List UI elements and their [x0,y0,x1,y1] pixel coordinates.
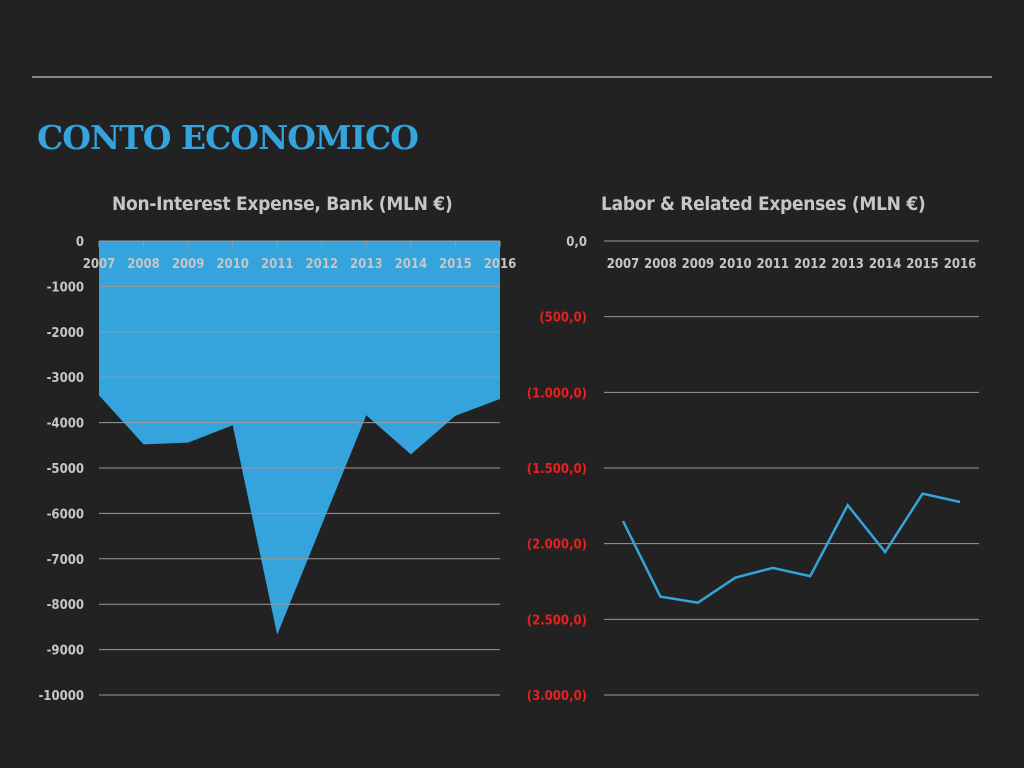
chart1-x-tick-label: 2012 [305,257,338,272]
chart1-x-tick-label: 2016 [484,257,517,272]
page-title: CONTO ECONOMICO [37,118,419,157]
chart1-x-tick-label: 2010 [216,257,249,272]
top-divider [32,76,992,78]
chart1-y-tick-label: -8000 [47,598,84,613]
chart1-x-tick-label: 2008 [127,257,160,272]
chart1-y-tick-label: 0 [76,235,84,250]
chart2-x-tick-label: 2016 [944,257,977,272]
chart2-y-tick-label: (2.000,0) [527,538,587,553]
chart2-title: Labor & Related Expenses (MLN €) [601,193,926,215]
chart2-y-tick-label: (500,0) [539,311,587,326]
chart2-x-tick-label: 2012 [794,257,827,272]
chart1-x-tick-label: 2015 [439,257,472,272]
chart1-y-tick-label: -7000 [47,553,84,568]
chart1-y-tick-label: -1000 [47,280,84,295]
chart1-x-tick-label: 2014 [395,257,428,272]
chart1-y-tick-label: -4000 [47,417,84,432]
chart1-x-tick-label: 2013 [350,257,383,272]
chart1-y-tick-label: -10000 [38,689,84,704]
chart2-line-series [621,492,961,605]
chart1-y-tick-label: -5000 [47,462,84,477]
chart2-y-tick-label: (3.000,0) [527,689,587,704]
chart2-x-tick-label: 2007 [607,257,640,272]
chart2-y-tick-label: 0,0 [566,235,587,250]
chart2-x-tick-label: 2013 [831,257,864,272]
chart1-y-tick-label: -3000 [47,371,84,386]
chart1-y-tick-label: -6000 [47,507,84,522]
chart2-x-tick-label: 2014 [869,257,902,272]
chart1-title: Non-Interest Expense, Bank (MLN €) [112,193,453,215]
chart2-x-tick-label: 2015 [906,257,939,272]
chart1-area-series [99,241,500,635]
chart2-y-tick-label: (1.000,0) [527,386,587,401]
chart1-y-tick-label: -9000 [47,644,84,659]
chart1-y-tick-label: -2000 [47,326,84,341]
chart1-x-tick-label: 2011 [261,257,294,272]
chart2-y-tick-label: (1.500,0) [527,462,587,477]
chart2-x-tick-label: 2011 [756,257,789,272]
chart1-x-tick-label: 2007 [83,257,116,272]
chart2-x-tick-label: 2008 [644,257,677,272]
chart2-x-tick-label: 2010 [719,257,752,272]
chart1-x-tick-label: 2009 [172,257,205,272]
chart2-y-tick-label: (2.500,0) [527,613,587,628]
chart2-x-tick-label: 2009 [682,257,715,272]
